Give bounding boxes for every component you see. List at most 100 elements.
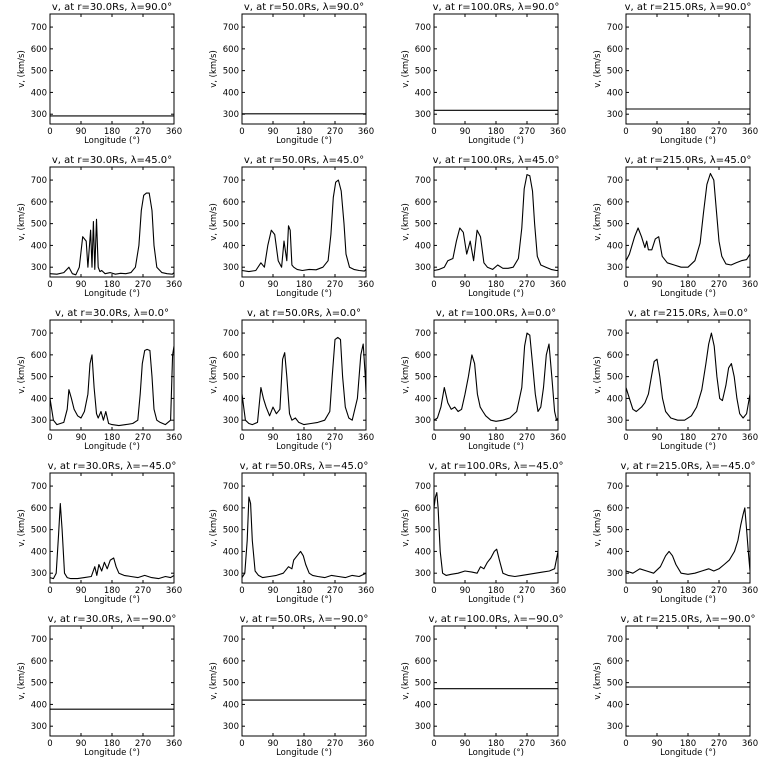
- x-tick-label: 0: [623, 586, 628, 596]
- panel-title: v, at r=100.0Rs, λ=45.0°: [433, 155, 560, 166]
- y-tick-label: 600: [223, 45, 239, 55]
- y-tick-label: 300: [415, 569, 431, 579]
- x-axis-label: Longitude (°): [660, 289, 716, 299]
- series-line: [49, 192, 175, 276]
- panel-svg: v, at r=215.0Rs, λ=−45.0° 0 90 180 270 360 300…: [593, 461, 758, 605]
- series-line: [433, 332, 559, 422]
- x-axis-label: Longitude (°): [276, 748, 332, 758]
- x-tick-label: 360: [550, 433, 566, 443]
- x-tick-label: 270: [327, 433, 343, 443]
- y-tick-label: 300: [607, 722, 623, 732]
- x-tick-label: 0: [239, 127, 244, 137]
- series-line: [625, 172, 751, 268]
- chart-panel: v, at r=50.0Rs, λ=0.0° 0 90 180 270 360 300 400…: [192, 306, 384, 459]
- panel-title: v, at r=30.0Rs, λ=−45.0°: [48, 461, 177, 472]
- chart-panel: v, at r=50.0Rs, λ=−90.0° 0 90 180 270 360 300 4…: [192, 612, 384, 765]
- y-tick-label: 300: [31, 416, 47, 426]
- y-tick-label: 400: [415, 241, 431, 251]
- panel-svg: v, at r=100.0Rs, λ=−45.0° 0 90 180 270 360 300…: [401, 461, 566, 605]
- y-tick-label: 500: [415, 373, 431, 383]
- y-tick-label: 400: [223, 241, 239, 251]
- x-tick-label: 90: [76, 280, 87, 290]
- panel-title: v, at r=215.0Rs, λ=45.0°: [625, 155, 752, 166]
- x-tick-label: 0: [431, 127, 436, 137]
- x-axis-label: Longitude (°): [660, 748, 716, 758]
- panel-svg: v, at r=50.0Rs, λ=45.0° 0 90 180 270 360 300 40…: [209, 155, 374, 299]
- x-tick-label: 90: [460, 586, 471, 596]
- panel-svg: v, at r=50.0Rs, λ=0.0° 0 90 180 270 360 300 400…: [209, 308, 374, 452]
- series-line: [433, 174, 558, 272]
- y-tick-label: 400: [223, 88, 239, 98]
- plot-frame: [433, 625, 559, 737]
- y-tick-label: 500: [31, 373, 47, 383]
- panel-svg: v, at r=100.0Rs, λ=45.0° 0 90 180 270 360 300 4…: [401, 155, 566, 299]
- x-axis-label: Longitude (°): [276, 136, 332, 146]
- x-tick-label: 360: [550, 127, 566, 137]
- y-tick-label: 700: [415, 23, 431, 33]
- y-axis-label: v, (km/s): [593, 203, 603, 241]
- chart-panel: v, at r=215.0Rs, λ=45.0° 0 90 180 270 360 300 4…: [576, 153, 768, 306]
- series-line: [49, 502, 175, 580]
- panel-svg: v, at r=100.0Rs, λ=−90.0° 0 90 180 270 360 300…: [401, 614, 566, 758]
- y-axis-label: v, (km/s): [401, 203, 411, 241]
- x-tick-label: 90: [460, 127, 471, 137]
- y-tick-label: 600: [223, 198, 239, 208]
- y-tick-label: 500: [31, 526, 47, 536]
- y-tick-label: 300: [223, 722, 239, 732]
- x-tick-label: 90: [268, 433, 279, 443]
- panel-svg: v, at r=215.0Rs, λ=0.0° 0 90 180 270 360 300 40…: [593, 308, 758, 452]
- x-tick-label: 180: [680, 433, 696, 443]
- x-tick-label: 360: [742, 739, 758, 749]
- x-tick-label: 360: [742, 127, 758, 137]
- x-tick-label: 0: [47, 433, 52, 443]
- panel-svg: v, at r=30.0Rs, λ=90.0° 0 90 180 270 360 300 40…: [17, 2, 182, 146]
- y-axis-label: v, (km/s): [593, 662, 603, 700]
- x-tick-label: 180: [680, 586, 696, 596]
- x-axis-label: Longitude (°): [468, 136, 524, 146]
- x-tick-label: 0: [431, 586, 436, 596]
- y-axis-label: v, (km/s): [209, 203, 219, 241]
- x-tick-label: 0: [431, 433, 436, 443]
- x-tick-label: 0: [623, 280, 628, 290]
- chart-panel: v, at r=215.0Rs, λ=90.0° 0 90 180 270 360 300 4…: [576, 0, 768, 153]
- y-tick-label: 700: [223, 176, 239, 186]
- x-tick-label: 180: [488, 433, 504, 443]
- x-tick-label: 360: [550, 280, 566, 290]
- y-tick-label: 700: [607, 176, 623, 186]
- y-tick-label: 300: [415, 110, 431, 120]
- y-tick-label: 300: [223, 110, 239, 120]
- x-tick-label: 90: [652, 739, 663, 749]
- plot-frame: [433, 472, 559, 584]
- plot-frame: [49, 625, 175, 737]
- y-axis-label: v, (km/s): [401, 509, 411, 547]
- series-line: [433, 492, 559, 578]
- series-line: [241, 496, 367, 579]
- x-tick-label: 270: [519, 433, 535, 443]
- x-tick-label: 180: [680, 127, 696, 137]
- x-tick-label: 360: [550, 739, 566, 749]
- x-tick-label: 0: [239, 433, 244, 443]
- x-tick-label: 90: [268, 586, 279, 596]
- x-tick-label: 90: [652, 586, 663, 596]
- panel-svg: v, at r=50.0Rs, λ=−45.0° 0 90 180 270 360 300 4…: [209, 461, 374, 605]
- y-tick-label: 600: [223, 657, 239, 667]
- x-tick-label: 0: [47, 586, 52, 596]
- chart-panel: v, at r=30.0Rs, λ=90.0° 0 90 180 270 360 300 40…: [0, 0, 192, 153]
- y-tick-label: 700: [223, 482, 239, 492]
- x-tick-label: 90: [460, 739, 471, 749]
- series-line: [625, 507, 751, 575]
- x-axis-label: Longitude (°): [660, 136, 716, 146]
- panel-title: v, at r=50.0Rs, λ=0.0°: [247, 308, 361, 319]
- y-tick-label: 300: [31, 110, 47, 120]
- panel-svg: v, at r=30.0Rs, λ=0.0° 0 90 180 270 360 300 400…: [17, 308, 182, 452]
- panel-title: v, at r=30.0Rs, λ=90.0°: [52, 2, 172, 13]
- y-tick-label: 700: [607, 482, 623, 492]
- series-line: [625, 332, 751, 421]
- y-tick-label: 300: [31, 263, 47, 273]
- y-tick-label: 700: [31, 329, 47, 339]
- y-tick-label: 700: [31, 176, 47, 186]
- x-tick-label: 270: [135, 586, 151, 596]
- plot-frame: [433, 319, 559, 431]
- y-axis-label: v, (km/s): [17, 203, 27, 241]
